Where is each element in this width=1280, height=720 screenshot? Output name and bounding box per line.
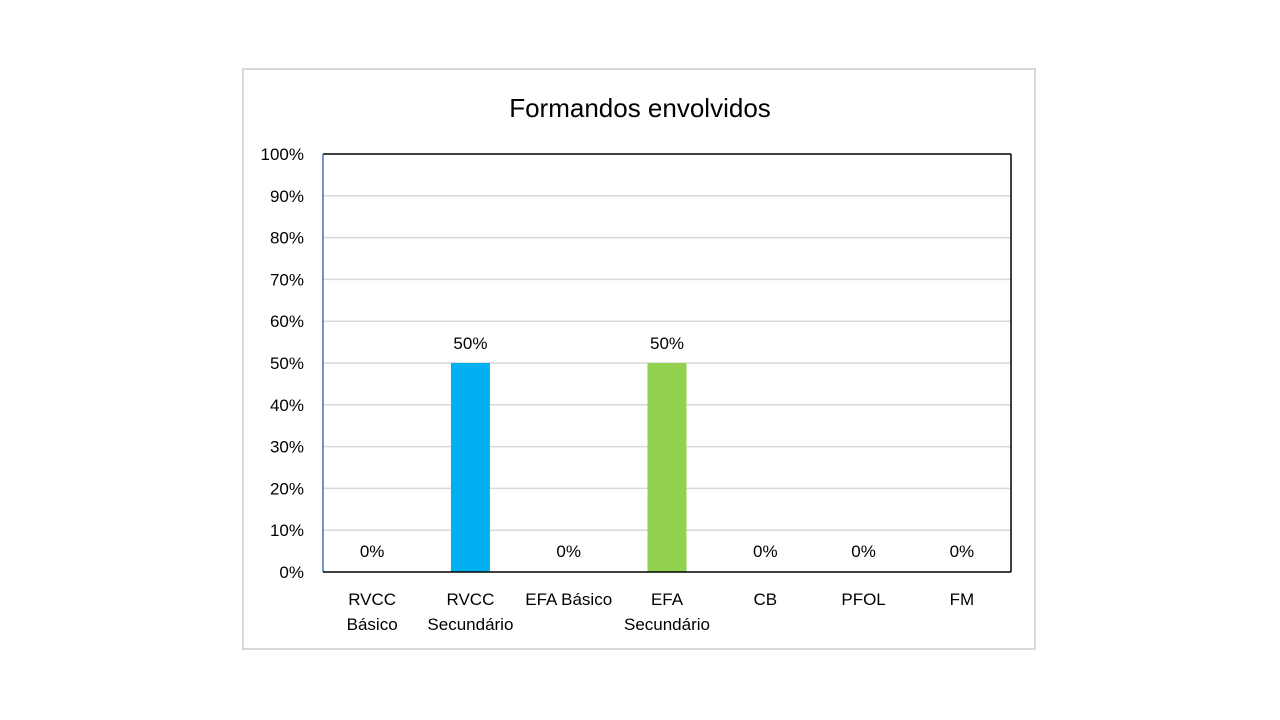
x-tick-label: RVCC Básico (347, 590, 398, 634)
x-tick-label: EFA Secundário (624, 590, 710, 634)
y-tick-label: 30% (270, 438, 304, 457)
y-tick-label: 90% (270, 187, 304, 206)
x-tick-label: RVCC Secundário (427, 590, 513, 634)
x-tick-label: CB (753, 590, 777, 609)
data-label: 0% (753, 542, 778, 561)
y-tick-label: 80% (270, 229, 304, 248)
chart-frame (242, 68, 1036, 650)
data-label: 0% (556, 542, 581, 561)
x-tick-label: FM (950, 590, 975, 609)
data-label: 0% (360, 542, 385, 561)
y-tick-label: 40% (270, 396, 304, 415)
data-label: 0% (851, 542, 876, 561)
data-label: 50% (650, 334, 684, 353)
y-tick-label: 100% (261, 145, 304, 164)
x-tick-label: EFA Básico (525, 590, 612, 609)
data-label: 0% (950, 542, 975, 561)
bar (647, 363, 687, 572)
y-tick-label: 10% (270, 521, 304, 540)
y-tick-label: 50% (270, 354, 304, 373)
y-tick-label: 70% (270, 270, 304, 289)
data-label: 50% (453, 334, 487, 353)
bar (450, 363, 490, 572)
x-tick-label: PFOL (841, 590, 885, 609)
y-tick-label: 60% (270, 312, 304, 331)
chart-title: Formandos envolvidos (509, 93, 771, 123)
y-tick-label: 20% (270, 479, 304, 498)
y-tick-label: 0% (279, 563, 304, 582)
